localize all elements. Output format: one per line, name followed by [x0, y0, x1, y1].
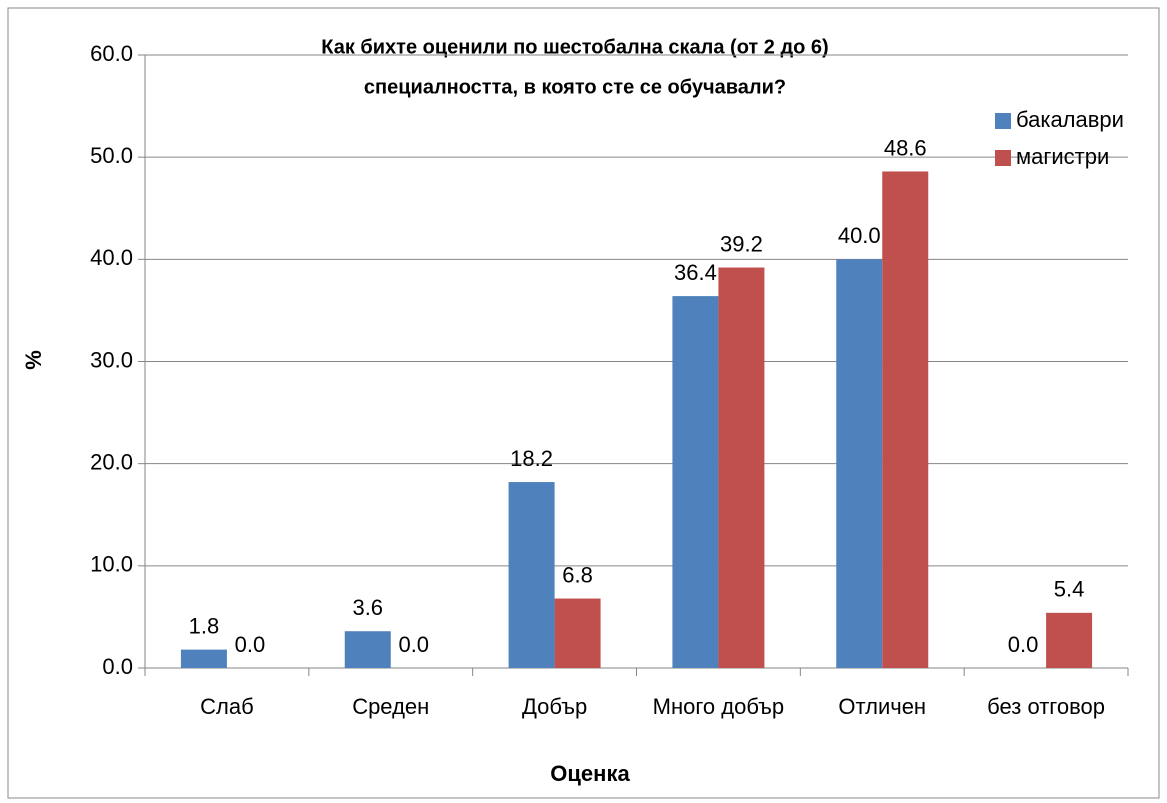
- data-label: 6.8: [562, 562, 593, 587]
- y-tick-label: 0.0: [102, 654, 133, 679]
- bar: [718, 267, 765, 668]
- y-axis-label: %: [21, 350, 46, 370]
- bar: [344, 631, 391, 668]
- x-tick-label: Добър: [522, 694, 587, 719]
- y-tick-label: 20.0: [90, 449, 133, 474]
- data-label: 5.4: [1054, 577, 1085, 602]
- data-label: 18.2: [510, 446, 553, 471]
- x-tick-label: Среден: [352, 694, 429, 719]
- x-axis-label: Оценка: [550, 761, 630, 786]
- x-tick-label: Отличен: [838, 694, 926, 719]
- data-label: 3.6: [352, 595, 383, 620]
- bar: [508, 482, 555, 668]
- data-label: 0.0: [235, 632, 266, 657]
- chart-title: Как бихте оценили по шестобална скала (о…: [321, 36, 828, 58]
- chart-title: специалността, в която сте се обучавали?: [364, 76, 786, 98]
- y-tick-label: 10.0: [90, 552, 133, 577]
- legend-label: магистри: [1016, 144, 1109, 169]
- bar: [554, 598, 601, 668]
- x-tick-label: без отговор: [987, 694, 1105, 719]
- bar: [882, 171, 929, 668]
- x-tick-label: Слаб: [200, 694, 254, 719]
- legend-swatch: [995, 150, 1011, 166]
- legend-swatch: [995, 113, 1011, 129]
- y-tick-label: 40.0: [90, 245, 133, 270]
- chart-frame: [7, 7, 1160, 799]
- legend-label: бакалаври: [1016, 107, 1124, 132]
- x-tick-label: Много добър: [653, 694, 785, 719]
- data-label: 39.2: [720, 231, 763, 256]
- y-tick-label: 50.0: [90, 143, 133, 168]
- data-label: 1.8: [189, 613, 220, 638]
- bar: [1046, 612, 1093, 668]
- y-tick-label: 30.0: [90, 347, 133, 372]
- data-label: 0.0: [1008, 632, 1039, 657]
- data-label: 0.0: [398, 632, 429, 657]
- y-tick-label: 60.0: [90, 41, 133, 66]
- bar: [180, 649, 227, 668]
- data-label: 40.0: [838, 223, 881, 248]
- bar: [672, 296, 719, 668]
- data-label: 48.6: [884, 135, 927, 160]
- bar: [836, 259, 883, 668]
- data-label: 36.4: [674, 260, 717, 285]
